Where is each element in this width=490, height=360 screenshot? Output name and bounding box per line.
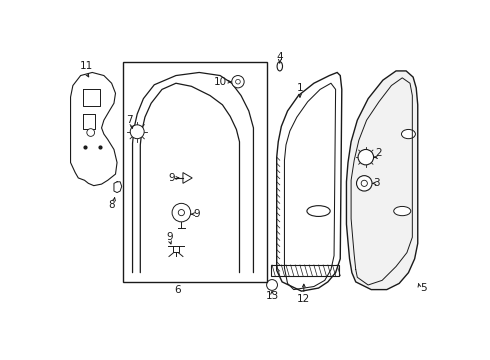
Bar xyxy=(270,265,339,276)
Circle shape xyxy=(358,149,373,165)
Text: 9: 9 xyxy=(194,209,200,219)
Circle shape xyxy=(172,203,191,222)
Ellipse shape xyxy=(307,206,330,216)
Text: 13: 13 xyxy=(266,291,279,301)
Text: 10: 10 xyxy=(214,77,227,87)
Polygon shape xyxy=(277,72,342,291)
Ellipse shape xyxy=(401,130,416,139)
Polygon shape xyxy=(346,71,418,289)
Circle shape xyxy=(178,210,184,216)
Text: 6: 6 xyxy=(174,285,181,294)
Text: 7: 7 xyxy=(126,115,133,125)
Polygon shape xyxy=(183,172,192,183)
Ellipse shape xyxy=(394,206,411,216)
Text: 11: 11 xyxy=(79,61,93,71)
Text: 12: 12 xyxy=(297,294,311,304)
Circle shape xyxy=(357,176,372,191)
Polygon shape xyxy=(71,72,117,186)
Text: 1: 1 xyxy=(296,83,303,93)
Text: 2: 2 xyxy=(376,148,382,158)
Circle shape xyxy=(361,180,368,186)
Text: 5: 5 xyxy=(420,283,427,293)
Circle shape xyxy=(87,129,95,136)
Text: 4: 4 xyxy=(276,52,283,62)
Text: 3: 3 xyxy=(373,178,380,188)
Circle shape xyxy=(130,125,144,139)
Text: 9: 9 xyxy=(167,232,173,242)
Circle shape xyxy=(236,80,240,84)
Text: 9: 9 xyxy=(169,173,175,183)
Bar xyxy=(123,62,267,282)
Text: 8: 8 xyxy=(108,200,115,210)
Circle shape xyxy=(232,76,244,88)
